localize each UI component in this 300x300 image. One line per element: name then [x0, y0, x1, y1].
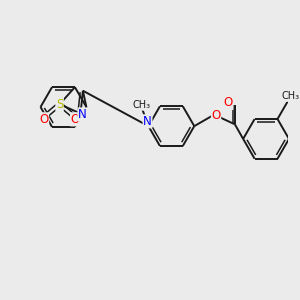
Text: O: O — [70, 113, 80, 126]
Text: S: S — [56, 98, 63, 111]
Text: N: N — [143, 115, 152, 128]
Text: O: O — [224, 97, 233, 110]
Text: O: O — [39, 113, 49, 126]
Text: CH₃: CH₃ — [133, 100, 151, 110]
Text: O: O — [212, 109, 221, 122]
Text: CH₃: CH₃ — [282, 91, 300, 101]
Text: N: N — [78, 108, 87, 121]
